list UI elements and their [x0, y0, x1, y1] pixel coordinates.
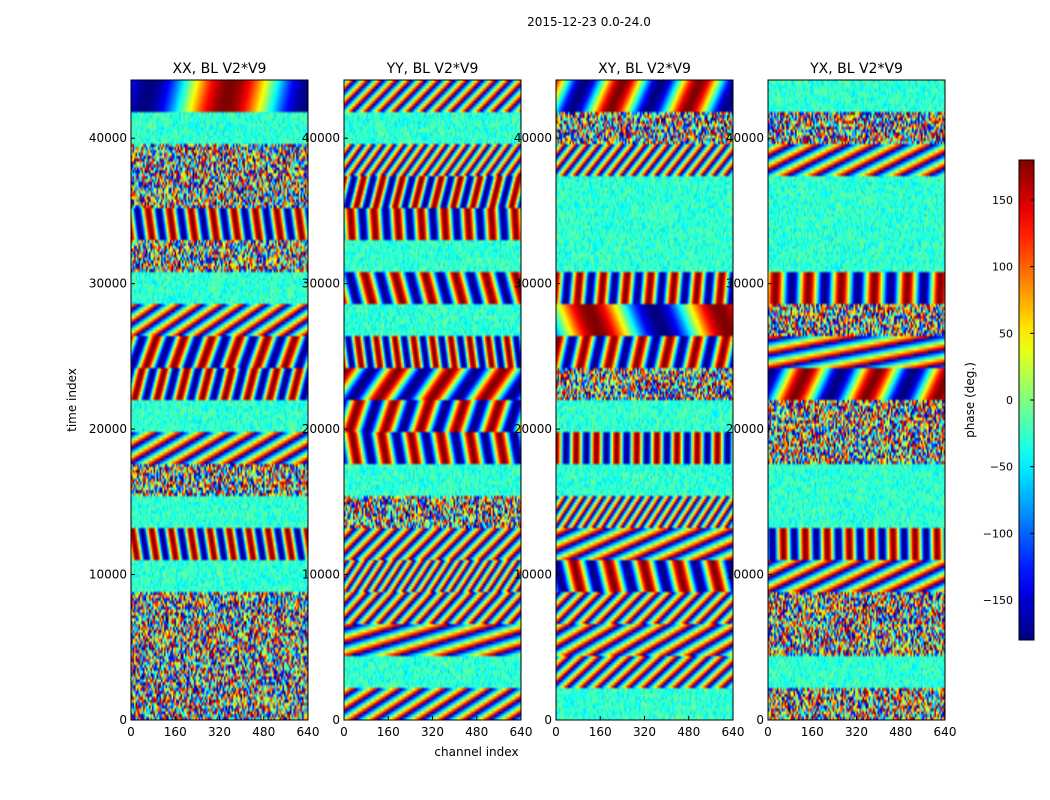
x-tick-label: 0: [127, 725, 135, 739]
phase-heatmap: [768, 80, 945, 720]
x-tick-label: 0: [340, 725, 348, 739]
y-tick-label: 0: [332, 713, 340, 727]
x-axis-label: channel index: [434, 745, 518, 759]
x-tick-label: 640: [297, 725, 320, 739]
x-tick-label: 160: [589, 725, 612, 739]
y-tick-label: 0: [119, 713, 127, 727]
y-tick-label: 30000: [89, 277, 127, 291]
y-tick-label: 30000: [302, 277, 340, 291]
y-tick-label: 10000: [302, 568, 340, 582]
figure-suptitle: 2015-12-23 0.0-24.0: [527, 15, 651, 29]
panel-title: YX, BL V2*V9: [809, 61, 903, 77]
y-tick-label: 30000: [726, 277, 764, 291]
x-tick-label: 160: [377, 725, 400, 739]
colorbar-tick-label: 100: [992, 261, 1013, 274]
panels: XX, BL V2*V9 0 160 320 480 640 0 10000 20000 3000…: [65, 61, 956, 759]
x-tick-label: 640: [722, 725, 745, 739]
y-tick-label: 20000: [89, 422, 127, 436]
x-tick-label: 480: [252, 725, 275, 739]
panel-2: XY, BL V2*V9 0 160 320 480 640 0 10000 20000 3000…: [514, 61, 745, 739]
y-tick-label: 20000: [726, 422, 764, 436]
x-tick-label: 480: [889, 725, 912, 739]
x-tick-label: 0: [764, 725, 772, 739]
y-tick-label: 30000: [514, 277, 552, 291]
x-tick-label: 640: [934, 725, 957, 739]
colorbar-tick-label: −100: [983, 527, 1013, 540]
y-tick-label: 0: [544, 713, 552, 727]
x-tick-label: 0: [552, 725, 560, 739]
y-tick-label: 10000: [89, 568, 127, 582]
x-tick-label: 640: [510, 725, 533, 739]
y-tick-label: 40000: [726, 131, 764, 145]
x-tick-label: 480: [677, 725, 700, 739]
y-tick-label: 20000: [514, 422, 552, 436]
y-tick-label: 20000: [302, 422, 340, 436]
panel-1: YY, BL V2*V9 0 160 320 480 640 0 10000 20000 3000…: [302, 61, 533, 759]
colorbar-tick-label: −150: [983, 594, 1013, 607]
panel-0: XX, BL V2*V9 0 160 320 480 640 0 10000 20000 3000…: [65, 61, 319, 739]
phase-heatmap: [344, 80, 521, 720]
phase-heatmap: [556, 80, 733, 720]
x-tick-label: 480: [465, 725, 488, 739]
phase-heatmap: [131, 80, 308, 720]
colorbar: 150 100 50 0 −50 −100 −150 phase (deg.): [963, 159, 1035, 641]
x-tick-label: 160: [164, 725, 187, 739]
x-tick-label: 320: [633, 725, 656, 739]
x-tick-label: 320: [421, 725, 444, 739]
x-tick-label: 160: [801, 725, 824, 739]
y-tick-label: 40000: [514, 131, 552, 145]
y-tick-label: 40000: [89, 131, 127, 145]
colorbar-label: phase (deg.): [963, 362, 977, 438]
y-axis-label: time index: [65, 368, 79, 432]
panel-title: YY, BL V2*V9: [386, 61, 479, 77]
colorbar-tick-label: −50: [990, 461, 1013, 474]
panel-3: YX, BL V2*V9 0 160 320 480 640 0 10000 20000 3000…: [726, 61, 957, 739]
colorbar-tick-label: 50: [999, 327, 1013, 340]
y-tick-label: 10000: [726, 568, 764, 582]
x-tick-label: 320: [845, 725, 868, 739]
colorbar-tick-label: 0: [1006, 394, 1013, 407]
x-tick-label: 320: [208, 725, 231, 739]
panel-title: XY, BL V2*V9: [598, 61, 691, 77]
colorbar-tick-label: 150: [992, 194, 1013, 207]
y-tick-label: 10000: [514, 568, 552, 582]
y-tick-label: 40000: [302, 131, 340, 145]
y-tick-label: 0: [756, 713, 764, 727]
panel-title: XX, BL V2*V9: [173, 61, 267, 77]
